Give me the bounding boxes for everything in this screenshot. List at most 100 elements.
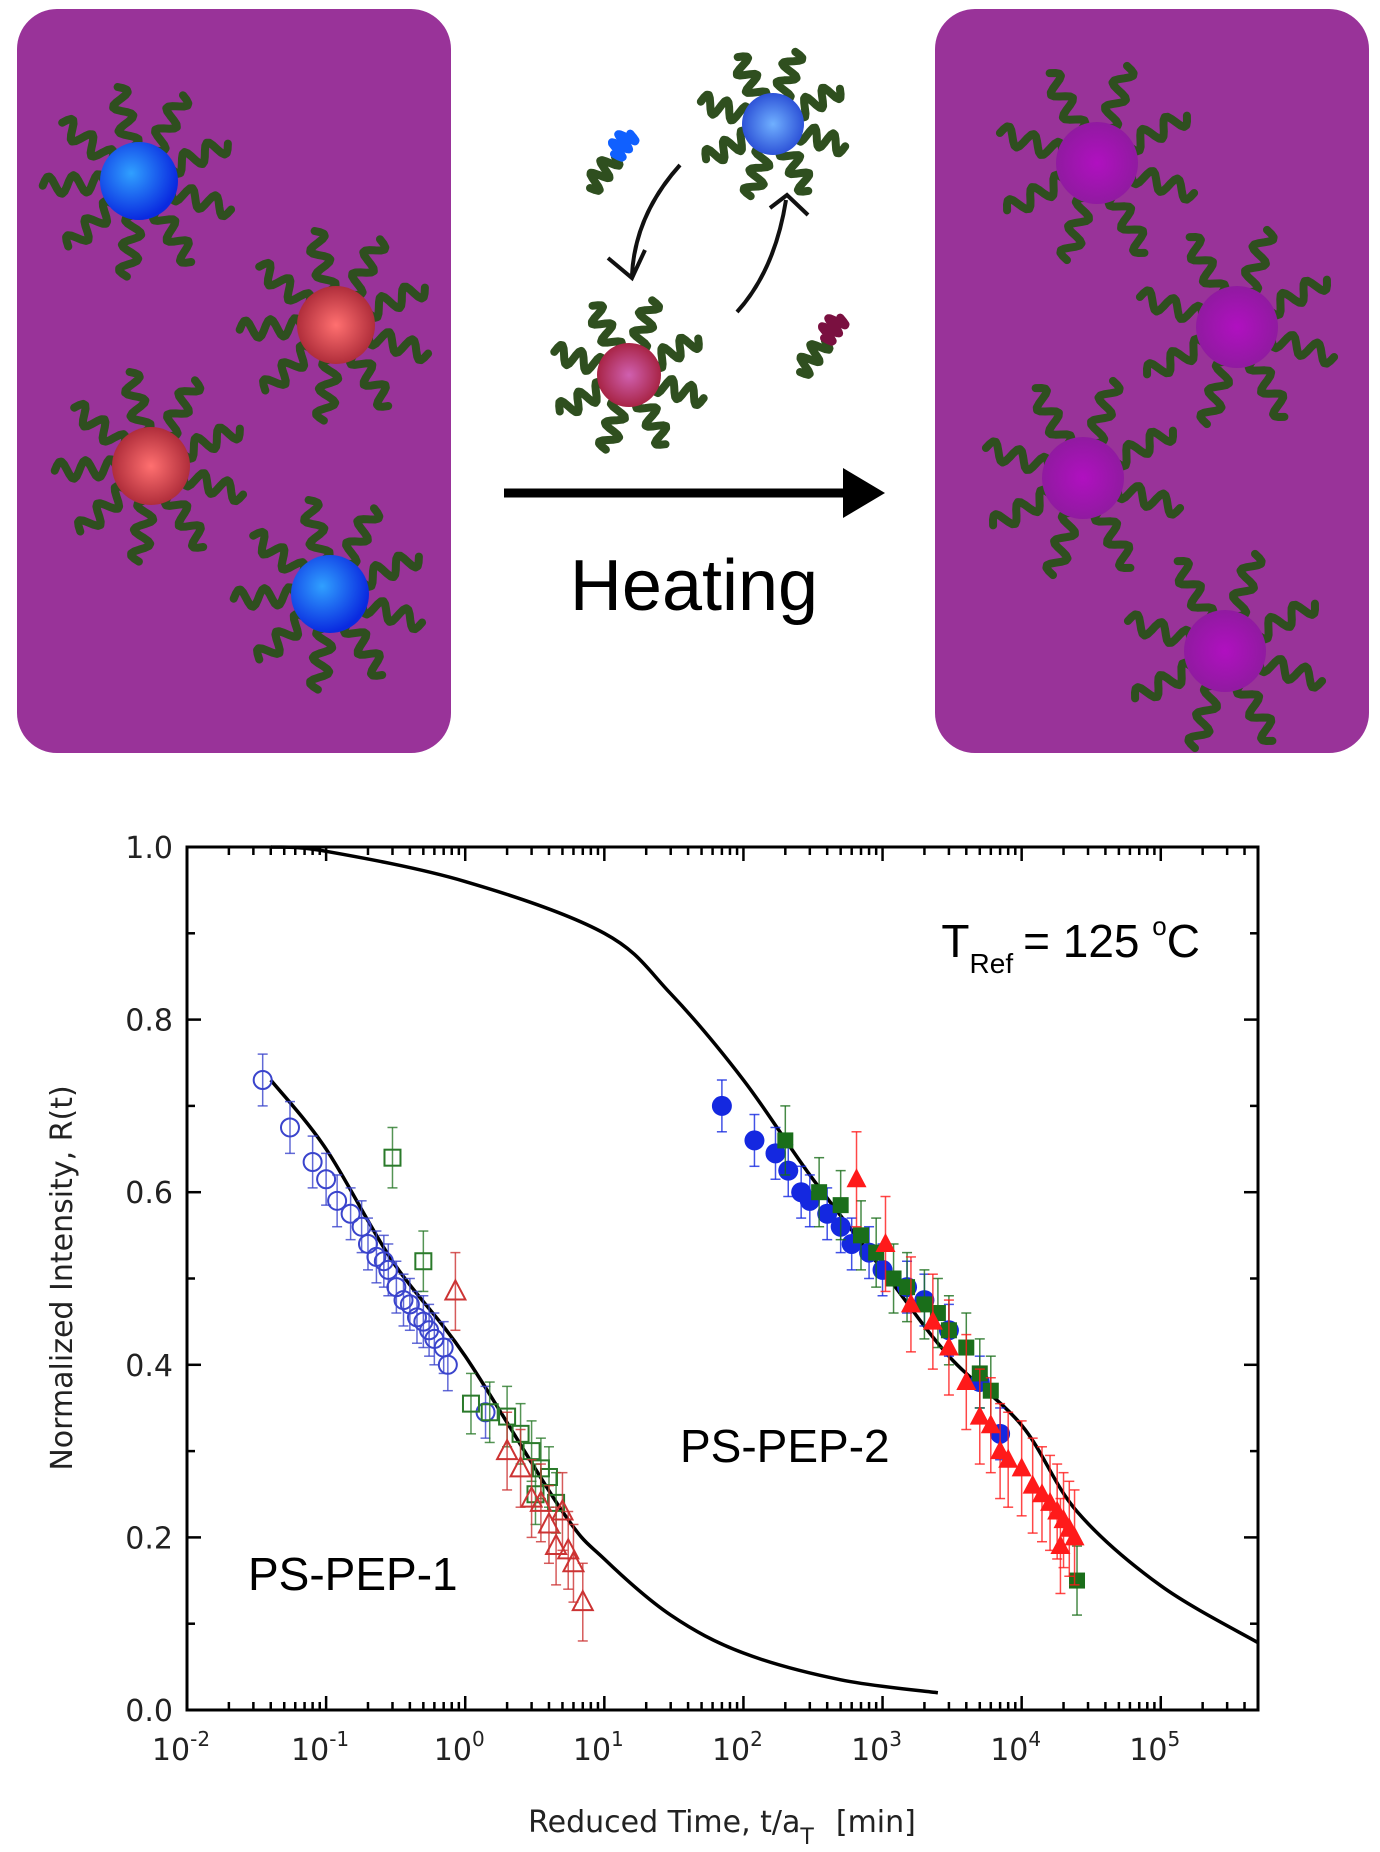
cycle-arrow-down (630, 163, 682, 276)
micelle (1123, 549, 1327, 753)
micelle-core (291, 555, 369, 633)
polymer-chain (1232, 678, 1277, 745)
data-point-triangle (508, 1455, 533, 1478)
polymer-chain (235, 314, 306, 342)
chart: 0.0 0.2 0.4 0.6 0.8 1.0 10-2 10-1 100 101 102 103 10… (45, 831, 1260, 1850)
polymer-chain (149, 205, 196, 267)
heating-label: Heating (570, 546, 818, 626)
ps-pep-1-label: PS-PEP-1 (248, 1548, 458, 1600)
data-point-triangle (550, 1498, 575, 1521)
micelle (995, 61, 1199, 265)
polymer-chain (1123, 610, 1195, 647)
polymer-chain (346, 349, 393, 411)
polymer-chain (1184, 681, 1221, 753)
polymer-chain (648, 333, 703, 372)
polymer-chain (340, 618, 387, 680)
polymer-chain (1003, 170, 1070, 215)
micelle (550, 296, 708, 454)
data-point-triangle (571, 1588, 595, 1612)
micelle-core (1196, 286, 1278, 368)
polymer-chain (58, 114, 118, 165)
polymer-chain (1196, 357, 1233, 429)
polymer-chain (1045, 69, 1090, 136)
data-points (252, 1053, 1086, 1642)
polymer-chain (1031, 384, 1076, 451)
micelle-core (597, 343, 661, 407)
micelle-core (742, 93, 804, 155)
polymer-chain (595, 396, 629, 454)
fit-curve (269, 1078, 939, 1695)
polymer-chain (1173, 557, 1218, 624)
data-point-circle (744, 1130, 765, 1151)
polymer-chain (1127, 167, 1199, 204)
data-point-triangle (938, 1336, 959, 1356)
polymer-chain (1255, 655, 1327, 692)
polymer-chain (1056, 193, 1093, 265)
cycle-arrow-down-head (606, 249, 647, 282)
polymer-chain (115, 210, 146, 281)
micelle (696, 47, 850, 201)
micelle (981, 376, 1185, 580)
polymer-chain (792, 83, 845, 122)
data-point-circle (711, 1095, 732, 1116)
polymer-chain (62, 197, 119, 251)
data-point-square (811, 1184, 828, 1201)
x-tick-label: 101 (573, 1727, 624, 1768)
polymer-chain (1241, 225, 1278, 297)
polymer-chain (347, 235, 390, 299)
polymer-chain (1110, 426, 1177, 471)
polymer-chain (167, 184, 236, 221)
data-point-triangle (1031, 1483, 1052, 1503)
polymer-chain (50, 455, 121, 483)
micelle (1135, 225, 1339, 429)
polymer-chain (772, 47, 807, 104)
polymer-chain (249, 527, 309, 578)
polymer-chain (1131, 658, 1198, 703)
data-point-square (1069, 1572, 1086, 1589)
polymer-chain (632, 394, 671, 449)
polymer-chain (162, 376, 205, 440)
cycle-arrow-up-head (768, 192, 810, 217)
data-point-circle (817, 1203, 838, 1224)
data-point-square (414, 1252, 433, 1271)
data-point-square (852, 1227, 869, 1244)
polymer-chain (732, 52, 771, 105)
polymer-chain (1229, 549, 1266, 621)
data-point-circle (340, 1203, 361, 1224)
polymer-chain (1101, 61, 1138, 133)
polymer-chain (796, 336, 834, 379)
polymer-chain (1244, 354, 1289, 421)
schematic: Heating (17, 9, 1369, 753)
polymer-chain (1090, 505, 1135, 572)
micelle-core (1184, 610, 1266, 692)
micelle (229, 496, 427, 694)
polymer-chain (1264, 275, 1331, 320)
heating-arrow (504, 468, 885, 518)
axes: 0.0 0.2 0.4 0.6 0.8 1.0 10-2 10-1 100 101 102 103 10… (125, 831, 1260, 1768)
polymer-chain (1113, 482, 1185, 519)
polymer-chain (178, 423, 244, 463)
cycle-arrow-up (735, 199, 788, 314)
y-tick-label: 0.0 (125, 1694, 173, 1729)
x-tick-label: 100 (434, 1727, 485, 1768)
data-point-square (899, 1279, 916, 1296)
data-point-circle (437, 1354, 458, 1375)
polymer-chain (1124, 111, 1191, 156)
y-tick-label: 1.0 (125, 831, 173, 866)
polymer-chain (255, 258, 315, 309)
data-point-square (832, 1197, 849, 1214)
polymer-chain (696, 90, 753, 125)
y-axis-label: Normalized Intensity, R(t) (45, 1085, 80, 1470)
data-point-circle (378, 1259, 399, 1280)
series-ps-pep-1-red (443, 1251, 595, 1642)
data-point-triangle (980, 1414, 1001, 1434)
before-panel (17, 9, 451, 753)
data-point-circle (316, 1169, 337, 1190)
data-point-circle (393, 1290, 414, 1311)
data-point-triangle (1050, 1535, 1071, 1555)
polymer-chain (358, 597, 427, 634)
polymer-chain (127, 495, 158, 566)
data-point-circle (252, 1070, 273, 1091)
micelle-core (112, 427, 190, 505)
